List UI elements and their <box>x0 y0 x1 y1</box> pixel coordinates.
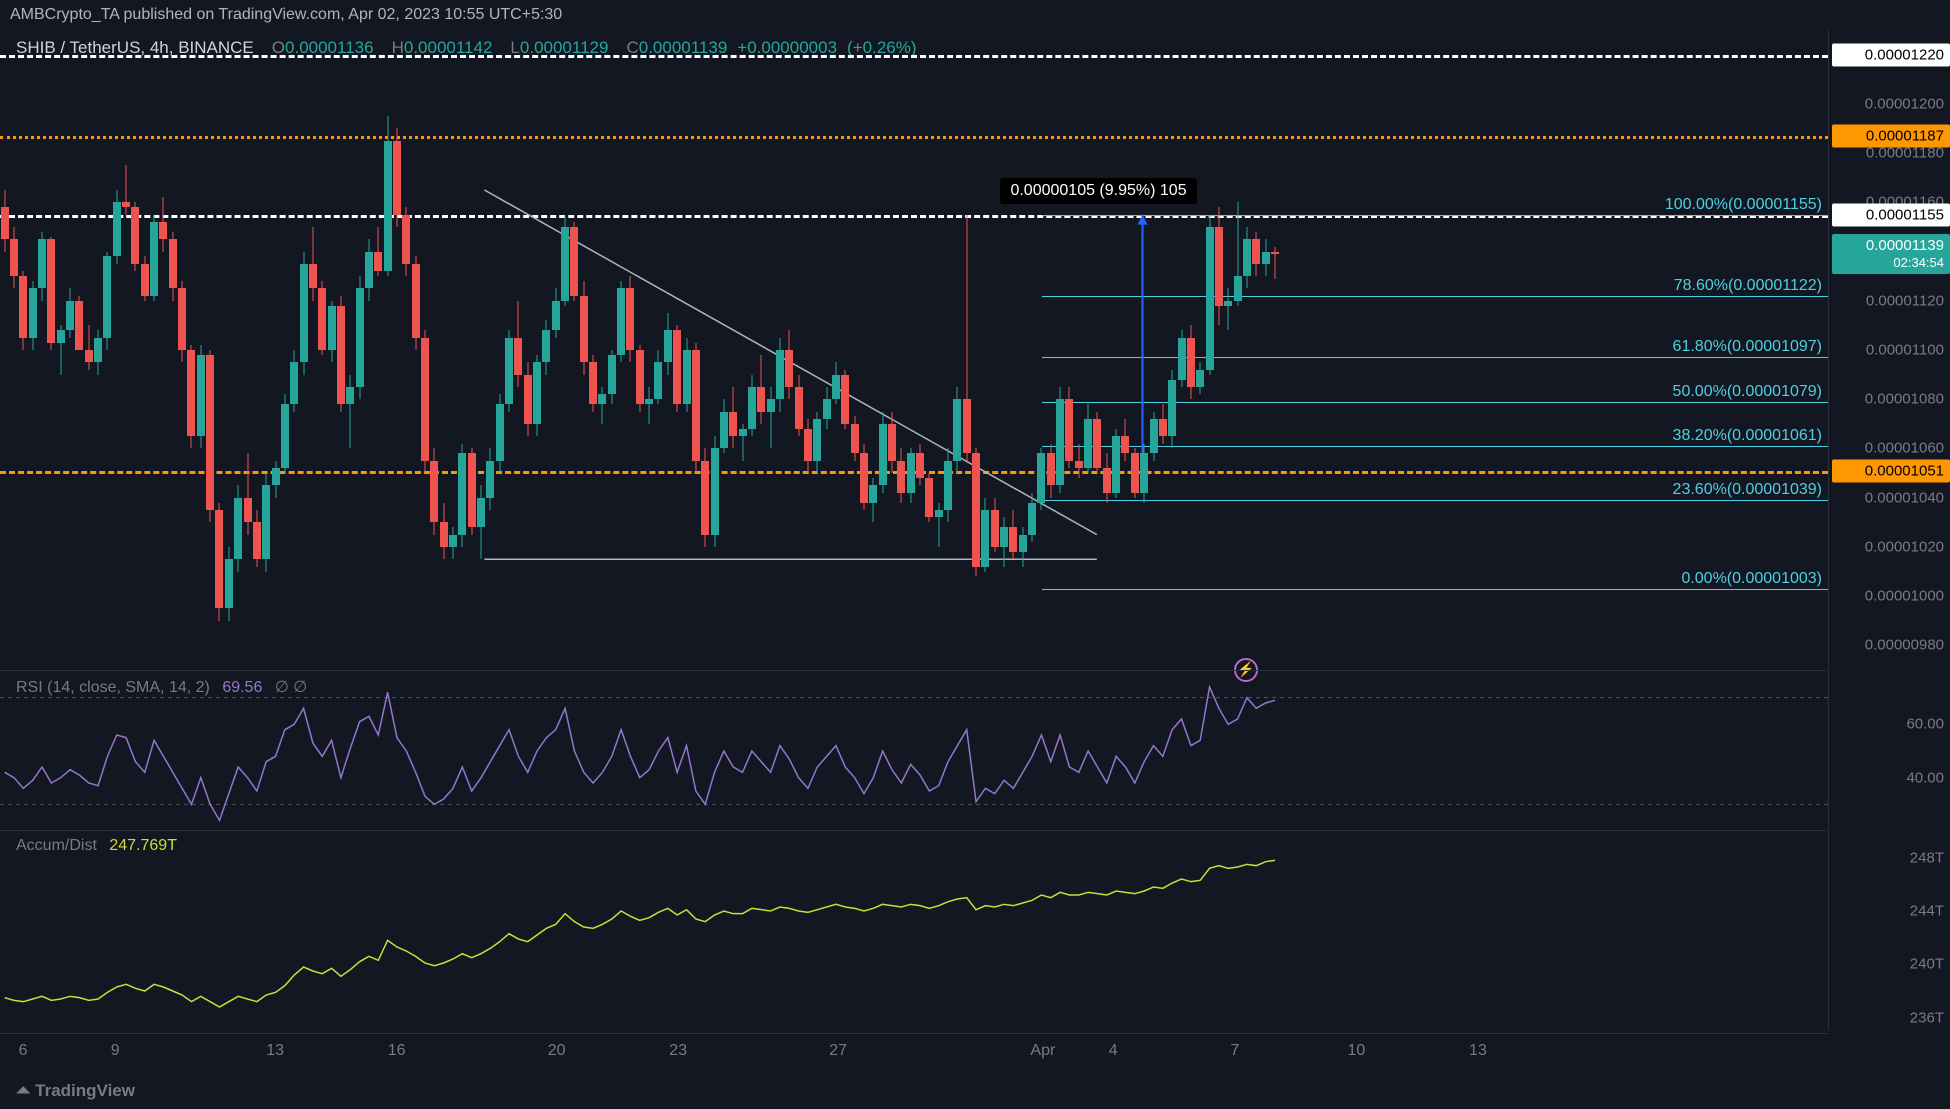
fib-level-label: 50.00%(0.00001079) <box>1673 383 1822 401</box>
fib-level-label: 61.80%(0.00001097) <box>1673 338 1822 356</box>
price-tick: 0.00000980 <box>1865 637 1944 654</box>
horizontal-line[interactable] <box>0 55 1828 58</box>
time-tick: Apr <box>1030 1042 1055 1060</box>
price-tag: 0.0000113902:34:54 <box>1832 234 1950 274</box>
time-tick: 7 <box>1230 1042 1239 1060</box>
fib-level-line[interactable] <box>1042 357 1828 358</box>
publish-header: AMBCrypto_TA published on TradingView.co… <box>10 6 562 24</box>
price-tick: 0.00001020 <box>1865 538 1944 555</box>
fib-level-label: 38.20%(0.00001061) <box>1673 427 1822 445</box>
fib-level-line[interactable] <box>1042 446 1828 447</box>
time-tick: 27 <box>829 1042 847 1060</box>
fib-level-line[interactable] <box>1042 500 1828 501</box>
time-tick: 20 <box>548 1042 566 1060</box>
price-tick: 0.00001000 <box>1865 588 1944 605</box>
time-tick: 16 <box>388 1042 406 1060</box>
rsi-pane[interactable]: RSI (14, close, SMA, 14, 2) 69.56 ∅ ∅ 60… <box>0 670 1828 830</box>
publish-date: Apr 02, 2023 10:55 UTC+5:30 <box>348 6 562 23</box>
fib-level-line[interactable] <box>1042 589 1828 590</box>
tradingview-logo: ⏶ TradingView <box>16 1080 135 1101</box>
price-tag: 0.00001187 <box>1832 124 1950 147</box>
time-tick: 23 <box>669 1042 687 1060</box>
price-tick: 0.00001040 <box>1865 489 1944 506</box>
fib-level-label: 78.60%(0.00001122) <box>1674 277 1822 295</box>
accum-dist-pane[interactable]: Accum/Dist 247.769T 248T244T240T236T <box>0 830 1828 1030</box>
price-chart[interactable]: 100.00%(0.00001155) 78.60%(0.00001122) 61.… <box>0 30 1828 670</box>
time-tick: 6 <box>19 1042 28 1060</box>
published-on: published on TradingView.com, <box>124 6 345 23</box>
price-tick: 0.00001100 <box>1866 342 1944 359</box>
horizontal-line[interactable] <box>0 136 1828 139</box>
time-tick: 9 <box>111 1042 120 1060</box>
fib-level-label: 100.00%(0.00001155) <box>1665 196 1822 214</box>
fib-level-line[interactable] <box>1042 215 1828 216</box>
fib-level-label: 23.60%(0.00001039) <box>1673 481 1822 499</box>
fib-level-line[interactable] <box>1042 296 1828 297</box>
price-tick: 0.00001060 <box>1865 440 1944 457</box>
fib-level-label: 0.00%(0.00001003) <box>1681 570 1822 588</box>
time-tick: 10 <box>1347 1042 1365 1060</box>
price-tick: 0.00001200 <box>1865 95 1944 112</box>
time-axis[interactable]: 6 9 13 16 20 23 27 Apr 4 7 10 13 <box>0 1033 1828 1069</box>
time-tick: 13 <box>266 1042 284 1060</box>
fib-level-line[interactable] <box>1042 402 1828 403</box>
price-tag: 0.00001155 <box>1832 203 1950 226</box>
price-tag: 0.00001051 <box>1832 459 1950 482</box>
measure-tooltip: 0.00000105 (9.95%) 105 <box>1000 178 1196 204</box>
time-tick: 13 <box>1469 1042 1487 1060</box>
price-tick: 0.00001120 <box>1866 292 1944 309</box>
time-tick: 4 <box>1109 1042 1118 1060</box>
price-tag: 0.00001220 <box>1832 43 1950 66</box>
price-axis[interactable]: 0.000012000.000011800.000011600.00001140… <box>1828 30 1950 670</box>
publisher: AMBCrypto_TA <box>10 6 119 23</box>
price-tick: 0.00001080 <box>1865 391 1944 408</box>
